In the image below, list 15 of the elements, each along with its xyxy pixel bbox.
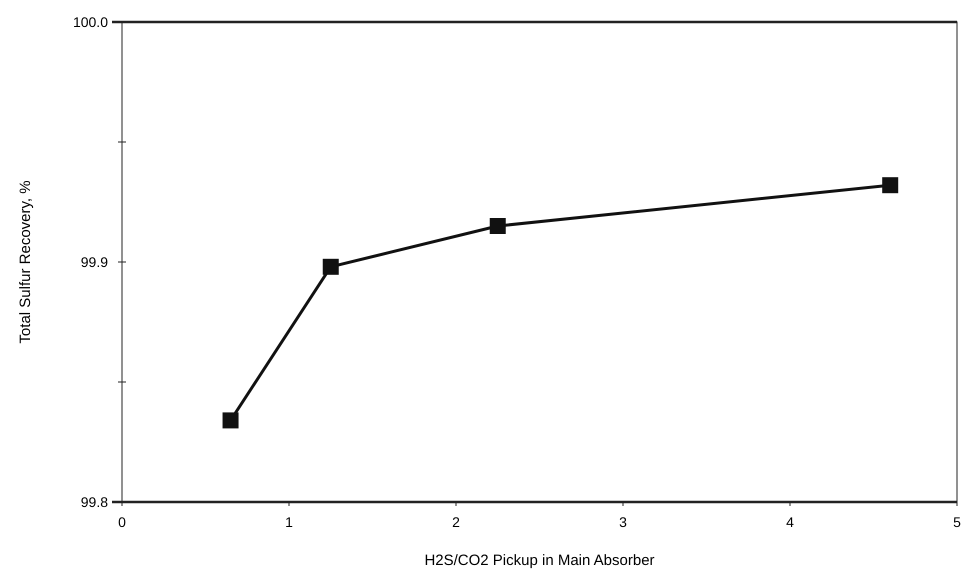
point	[882, 177, 898, 194]
x-axis-title: H2S/CO2 Pickup in Main Absorber	[424, 552, 655, 569]
x-tick-label: 3	[619, 514, 628, 530]
x-tick-label: 5	[953, 514, 962, 530]
y-tick-label: 99.8	[80, 494, 108, 510]
point	[490, 218, 506, 234]
x-tick-label: 1	[285, 514, 294, 530]
x-tick-label: 4	[786, 514, 794, 530]
point	[322, 258, 339, 275]
y-axis-title: Total Sulfur Recovery, %	[17, 180, 34, 344]
y-tick-label: 99.9	[80, 254, 108, 270]
point	[222, 412, 239, 428]
y-tick-label: 100.0	[72, 14, 108, 30]
x-tick-label: 2	[452, 514, 460, 530]
x-tick-label: 0	[118, 514, 126, 530]
